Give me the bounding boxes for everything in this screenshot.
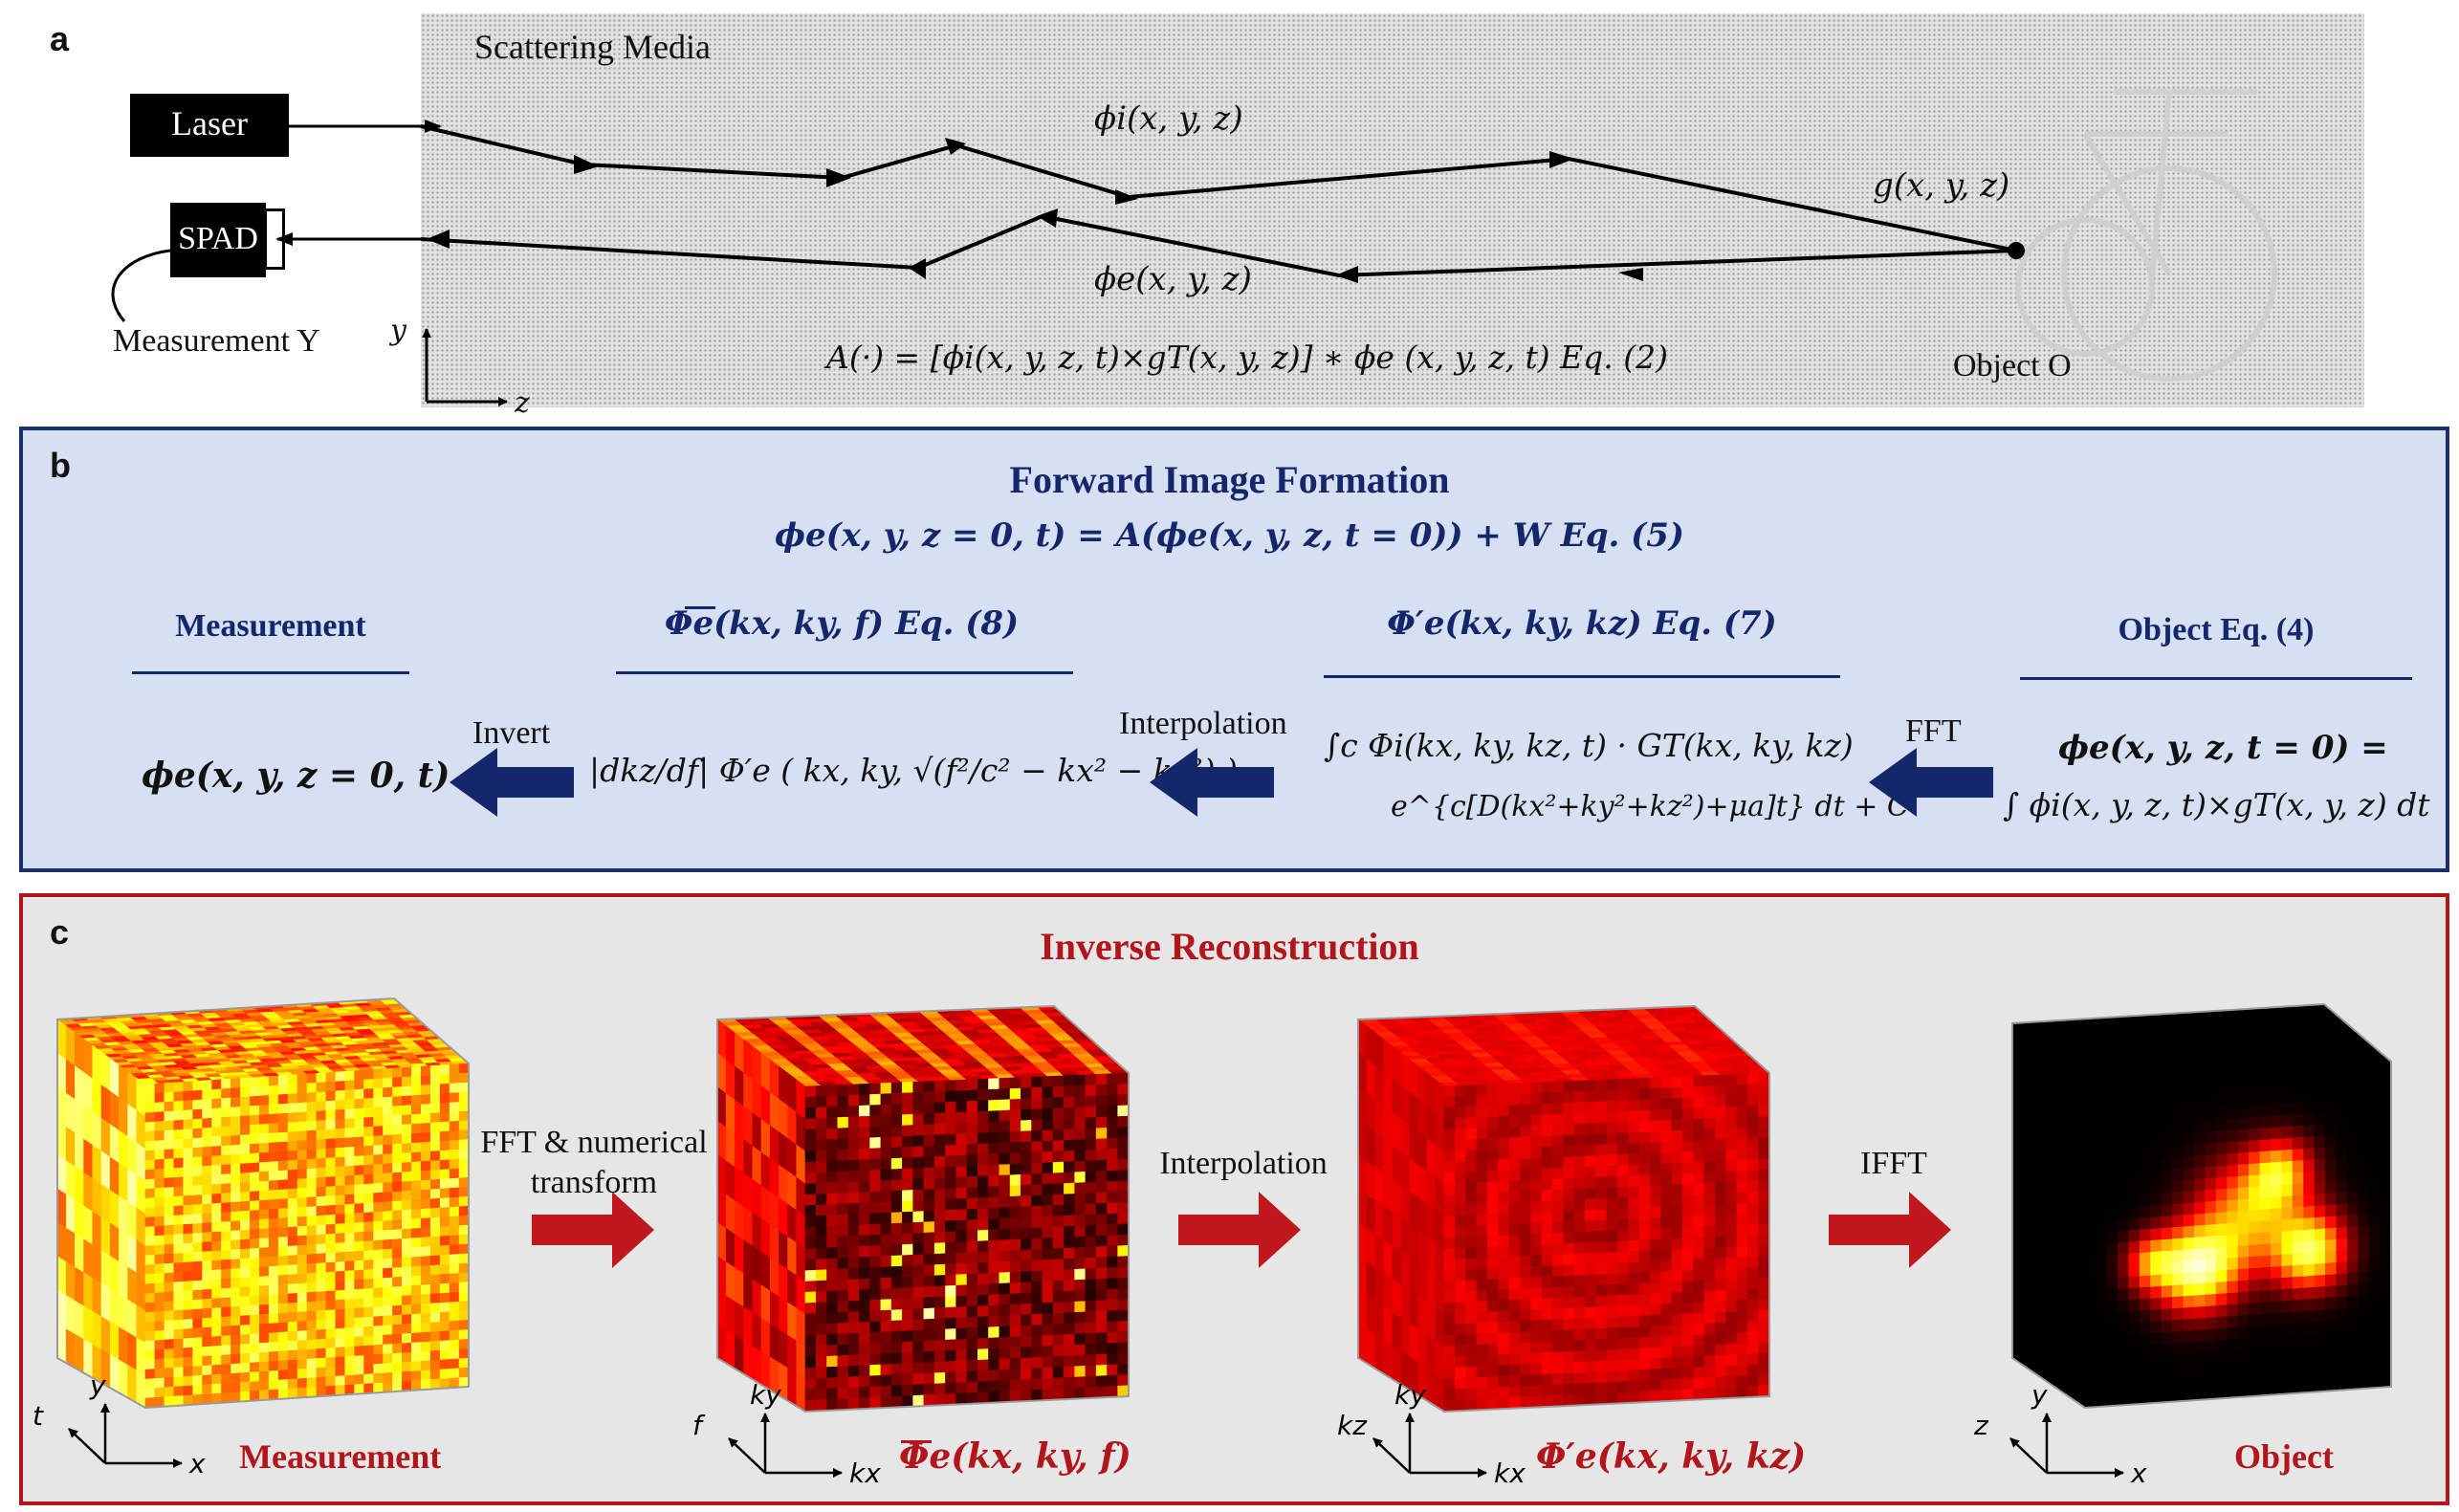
arrow-fft-numerical-transform <box>532 1192 654 1268</box>
col-header-measurement: Measurement <box>175 608 366 644</box>
object-o-label: Object O <box>1953 348 2072 383</box>
col-underline-phi-prime <box>1324 675 1840 678</box>
fft-label-b: FFT <box>1905 713 1962 749</box>
cube4-axis-depth <box>2009 1437 2048 1474</box>
panel-a-letter: a <box>50 19 70 58</box>
cube2-front-face <box>804 1072 1130 1413</box>
scattering-media-label: Scattering Media <box>474 28 711 66</box>
arrow-interpolation <box>1178 1192 1301 1268</box>
panel-a-paths <box>111 89 2277 406</box>
cube4-left-face <box>2011 1022 2086 1409</box>
cube-label-phi-prime: Φ′e(kx, ky, kz) <box>1536 1436 1807 1477</box>
panel-c-title: Inverse Reconstruction <box>1040 925 1419 968</box>
cube2-top-face <box>716 1005 1130 1087</box>
arrow-label-fft-numerical: FFT & numerical transform <box>480 1125 708 1200</box>
fft-arrow-b <box>1869 748 1993 817</box>
cube2-axis-depth <box>728 1437 766 1474</box>
spad-label: SPAD <box>178 221 258 256</box>
col-underline-object <box>2020 677 2412 680</box>
equation-2: A(·) = [ϕi(x, y, z, t)×gT(x, y, z)] ∗ ϕe… <box>826 339 1669 376</box>
cube-label-phi-bar: Φe(kx, ky, f) <box>899 1436 1131 1477</box>
object-expression-line2: ∫ ϕi(x, y, z, t)×gT(x, y, z) dt <box>2003 786 2430 823</box>
spad-box: SPAD <box>170 203 266 277</box>
cube1-axis-label-d: t <box>33 1400 44 1432</box>
cube3-axis-label-v: ky <box>1394 1379 1426 1411</box>
panel-b-arrows <box>450 748 1993 817</box>
cube3-axis-label-d: kz <box>1337 1410 1368 1441</box>
cube-label-phi-bar-overline <box>901 1440 932 1443</box>
panel-b-forward-formation <box>19 427 2449 872</box>
cube1-outline <box>56 997 470 1410</box>
cube4-axis-label-h: x <box>2130 1457 2147 1489</box>
panel-c-letter: c <box>50 912 70 952</box>
cube1-axis-depth <box>68 1428 106 1464</box>
phi-prime-expression-line2: e^{c[D(kx²+ky²+kz²)+μa]t} dt + C <box>1391 790 1909 823</box>
invert-label: Invert <box>472 715 551 751</box>
col-header-object: Object Eq. (4) <box>2118 612 2315 647</box>
cube3-front-face <box>1443 1072 1770 1413</box>
cube2-outline <box>716 1004 1130 1413</box>
cube3-outline <box>1357 1004 1770 1413</box>
cube2-axis-label-d: f <box>692 1410 706 1441</box>
phi-i-label: ϕi(x, y, z) <box>1094 99 1243 138</box>
laser-label: Laser <box>171 104 248 142</box>
col-underline-phi-bar <box>616 671 1073 674</box>
panel-b-letter: b <box>50 446 71 485</box>
cube1-axis-label-h: x <box>188 1448 206 1479</box>
cube4-front-face <box>2084 1061 2392 1409</box>
arrows-c <box>532 1192 1951 1268</box>
measurement-expression: ϕe(x, y, z = 0, t) <box>142 756 450 796</box>
cube2-axis-label-v: ky <box>750 1379 781 1411</box>
cube3-axis-label-h: kx <box>1494 1457 1526 1489</box>
interpolation-arrow-b <box>1150 748 1274 817</box>
invert-arrow <box>450 748 574 817</box>
cube4-axis-label-d: z <box>1973 1410 1989 1441</box>
arrow-label-interpolation: Interpolation <box>1159 1146 1328 1181</box>
cube1-left-face <box>56 1019 146 1409</box>
equation-5: ϕe(x, y, z = 0, t) = A(ϕe(x, y, z, t = 0… <box>775 516 1684 555</box>
axis-z-label-a: z <box>515 386 530 420</box>
col-header-phi-bar: Φe(kx, ky, f) Eq. (8) <box>664 604 1020 643</box>
cube2-axis-label-h: kx <box>849 1457 881 1489</box>
object-expression-line1: ϕe(x, y, z, t = 0) = <box>2058 729 2388 767</box>
cube3-left-face <box>1357 1019 1445 1413</box>
col-underline-measurement <box>132 671 409 674</box>
laser-box: Laser <box>130 94 289 157</box>
cube4-axis-label-v: y <box>2031 1379 2048 1411</box>
cube2-left-face <box>716 1019 806 1413</box>
cube-label-measurement: Measurement <box>239 1437 442 1476</box>
col-header-phi-prime: Φ′e(kx, ky, kz) Eq. (7) <box>1387 604 1777 643</box>
measurement-y-label: Measurement Y <box>113 323 320 359</box>
phi-bar-expression: |dkz/df| Φ′e ( kx, ky, √(f²/c² − kx² − k… <box>589 752 1238 789</box>
cube1-axis-label-v: y <box>89 1370 106 1401</box>
scattering-media-region <box>421 13 2364 407</box>
bicycle-object <box>2015 89 2277 382</box>
interpolation-label-b: Interpolation <box>1119 706 1287 741</box>
arrow-label-ifft: IFFT <box>1860 1146 1927 1181</box>
cube1-front-face <box>144 1063 470 1409</box>
panel-b-title: Forward Image Formation <box>1009 458 1450 501</box>
phi-bar-overline <box>685 606 715 609</box>
cube-label-object: Object <box>2234 1437 2334 1476</box>
phi-e-label: ϕe(x, y, z) <box>1094 260 1252 298</box>
arrow-ifft <box>1829 1192 1951 1268</box>
g-label: g(x, y, z) <box>1873 166 2010 205</box>
phi-prime-expression-line1: ∫c Φi(kx, ky, kz, t) · GT(kx, ky, kz) <box>1324 727 1854 764</box>
cube4-outline <box>2011 1002 2392 1410</box>
cube3-axis-depth <box>1372 1437 1411 1474</box>
axis-y-label-a: y <box>390 314 406 347</box>
